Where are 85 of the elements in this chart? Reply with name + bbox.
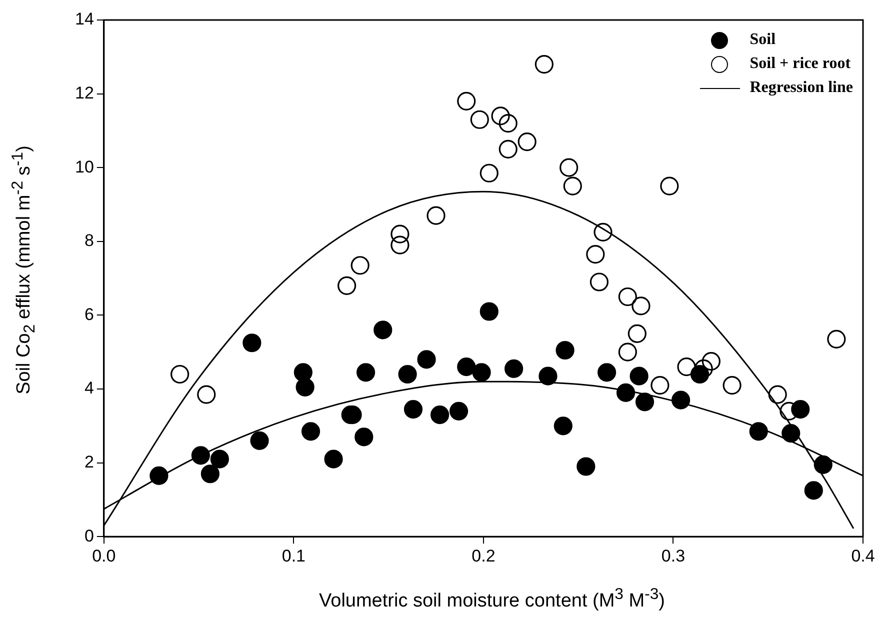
point	[556, 340, 574, 360]
point	[722, 376, 742, 395]
point	[586, 245, 605, 264]
point	[672, 390, 690, 410]
point	[457, 358, 476, 376]
point	[598, 363, 616, 382]
point	[804, 481, 823, 500]
y-tick-label: 8	[84, 231, 94, 250]
point	[628, 324, 646, 343]
point	[749, 422, 768, 441]
point	[417, 350, 436, 369]
point	[426, 206, 446, 225]
point	[618, 342, 637, 362]
point	[768, 385, 787, 404]
point	[518, 132, 536, 152]
point	[560, 158, 578, 177]
point	[350, 256, 370, 275]
point	[563, 176, 582, 196]
point	[242, 334, 262, 352]
point	[470, 110, 489, 129]
point	[827, 330, 846, 348]
y-tick-label: 4	[84, 378, 94, 398]
point	[594, 222, 612, 242]
point	[210, 450, 229, 468]
y-tick-label: 14	[74, 10, 94, 29]
point	[191, 446, 210, 465]
point	[782, 424, 800, 443]
point	[814, 455, 832, 474]
point	[296, 378, 314, 396]
point	[457, 92, 476, 110]
point	[576, 457, 596, 476]
point	[250, 431, 269, 450]
point	[480, 164, 498, 182]
x-tick-label: 0.2	[472, 546, 496, 566]
legend-label: Soil	[750, 31, 776, 49]
legend-label: Regression line	[750, 79, 853, 97]
point	[398, 364, 417, 384]
point	[150, 466, 168, 486]
point	[677, 358, 696, 376]
x-tick-label: 0.4	[851, 546, 875, 566]
point	[702, 352, 720, 371]
point	[690, 364, 710, 384]
point	[430, 406, 450, 424]
point	[197, 385, 216, 404]
x-tick-label: 0.1	[282, 546, 306, 566]
point	[301, 422, 320, 441]
point	[324, 450, 343, 468]
point	[498, 114, 518, 133]
y-tick-label: 10	[74, 157, 94, 176]
point	[390, 224, 410, 244]
point	[170, 364, 190, 384]
x-axis-title: Volumetric soil moisture content (M$^{3}$ M$^{-3}$)	[319, 586, 665, 612]
point	[538, 366, 558, 386]
point	[554, 416, 572, 436]
point	[356, 363, 376, 382]
point	[635, 392, 654, 412]
point	[472, 363, 491, 382]
x-tick-label: 0.0	[92, 546, 116, 566]
y-tick-label: 0	[84, 526, 94, 546]
point	[338, 276, 356, 295]
point	[660, 176, 679, 196]
point	[449, 402, 468, 420]
point	[404, 400, 423, 419]
point	[390, 236, 410, 254]
point	[650, 376, 670, 395]
x-tick-label: 0.3	[661, 546, 686, 566]
point	[498, 140, 518, 158]
point	[504, 359, 524, 378]
y-tick-label: 12	[74, 83, 94, 102]
point	[618, 287, 637, 306]
point	[354, 428, 374, 446]
y-tick-label: 2	[84, 452, 94, 472]
point	[791, 400, 810, 419]
point	[616, 383, 636, 402]
point	[374, 320, 392, 340]
y-tick-label: 6	[84, 304, 94, 324]
point	[534, 54, 554, 74]
point	[632, 296, 650, 316]
point	[590, 272, 609, 292]
point	[294, 363, 312, 382]
legend-label: Soil + rice root	[750, 55, 851, 73]
point	[491, 106, 510, 126]
point	[480, 302, 498, 321]
point	[630, 366, 648, 386]
point	[200, 464, 220, 484]
